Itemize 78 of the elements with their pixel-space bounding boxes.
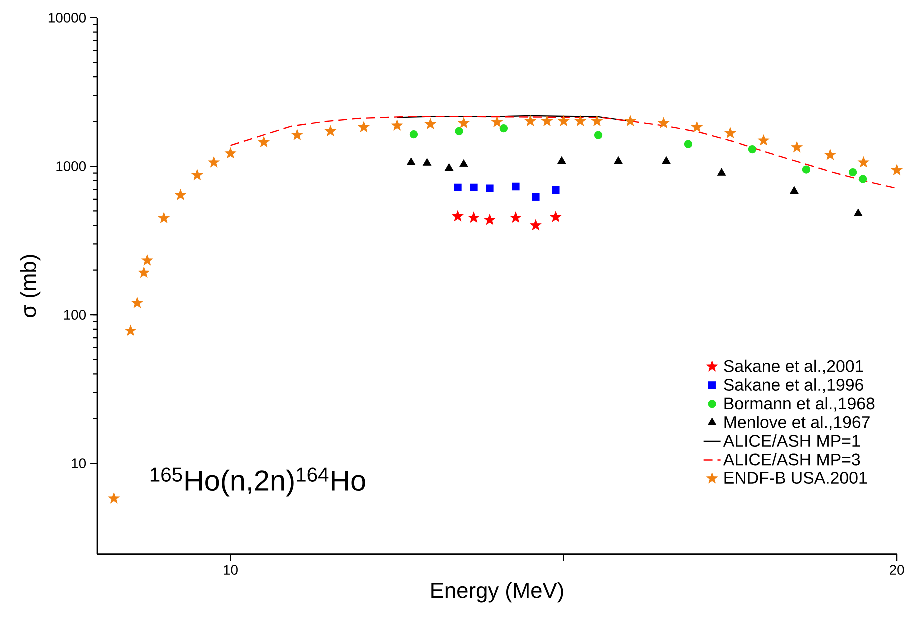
point xyxy=(592,116,603,126)
point xyxy=(455,127,464,136)
point xyxy=(445,164,454,171)
x-axis-title: Energy (MeV) xyxy=(432,582,564,603)
y-tick-label: 10 xyxy=(72,458,86,468)
point xyxy=(208,156,220,168)
point xyxy=(510,212,522,223)
point xyxy=(859,175,868,184)
legend-label: Sakane et al.,1996 xyxy=(724,378,864,393)
legend-label: Bormann et al.,1968 xyxy=(724,397,875,412)
point xyxy=(552,186,560,194)
point xyxy=(142,254,153,266)
point xyxy=(358,122,370,132)
legend-label: ENDF-B USA.2001 xyxy=(724,472,868,484)
point xyxy=(824,149,836,160)
point xyxy=(892,164,903,176)
point xyxy=(423,158,432,166)
point xyxy=(492,116,503,128)
point xyxy=(292,130,303,140)
legend-label: Sakane et al.,2001 xyxy=(724,360,864,374)
annotation: $^{165}$Ho(n,2n)$^{164}$Ho xyxy=(150,468,366,497)
legend-label: Menlove et al.,1967 xyxy=(724,416,870,430)
point xyxy=(748,145,757,154)
point xyxy=(158,212,170,224)
point xyxy=(468,212,480,223)
point xyxy=(594,131,603,140)
point xyxy=(258,136,270,148)
legend-label: ALICE/ASH MP=1 xyxy=(723,434,860,448)
point xyxy=(790,186,799,194)
point xyxy=(108,492,120,504)
point xyxy=(550,211,562,222)
point xyxy=(558,116,570,126)
point xyxy=(454,184,462,192)
point xyxy=(692,122,703,132)
point xyxy=(684,140,693,148)
point xyxy=(192,170,203,180)
y-tick-label: 1000 xyxy=(56,162,86,172)
point xyxy=(132,297,143,308)
point xyxy=(392,120,403,130)
y-tick-label: 100 xyxy=(64,310,86,320)
point xyxy=(407,158,416,166)
point xyxy=(854,208,863,216)
point xyxy=(225,148,236,158)
y-axis-title: σ (mb) xyxy=(20,255,41,318)
point xyxy=(425,118,436,130)
y-tick-label: 10000 xyxy=(48,12,86,23)
point xyxy=(858,156,870,168)
point xyxy=(532,193,540,202)
point xyxy=(484,214,496,225)
point xyxy=(138,267,150,278)
point xyxy=(325,126,336,136)
point xyxy=(542,116,553,126)
legend-label: ALICE/ASH MP=3 xyxy=(723,453,860,466)
point xyxy=(175,189,186,200)
x-tick-label: 20 xyxy=(890,565,904,575)
point xyxy=(512,182,520,191)
point xyxy=(792,142,803,152)
point xyxy=(410,130,418,139)
point xyxy=(658,118,670,128)
point xyxy=(758,134,770,146)
point xyxy=(530,220,542,230)
point xyxy=(125,325,136,336)
point xyxy=(718,168,726,176)
point xyxy=(458,118,470,128)
point xyxy=(802,166,811,174)
point xyxy=(525,116,536,126)
point xyxy=(470,184,478,192)
point xyxy=(662,156,671,164)
point xyxy=(558,156,566,164)
point xyxy=(452,210,464,222)
point xyxy=(500,124,508,133)
point xyxy=(460,160,468,168)
point xyxy=(849,168,858,177)
point xyxy=(575,116,586,126)
point xyxy=(486,184,494,192)
point xyxy=(625,116,636,126)
point xyxy=(724,128,736,138)
point xyxy=(614,156,623,164)
